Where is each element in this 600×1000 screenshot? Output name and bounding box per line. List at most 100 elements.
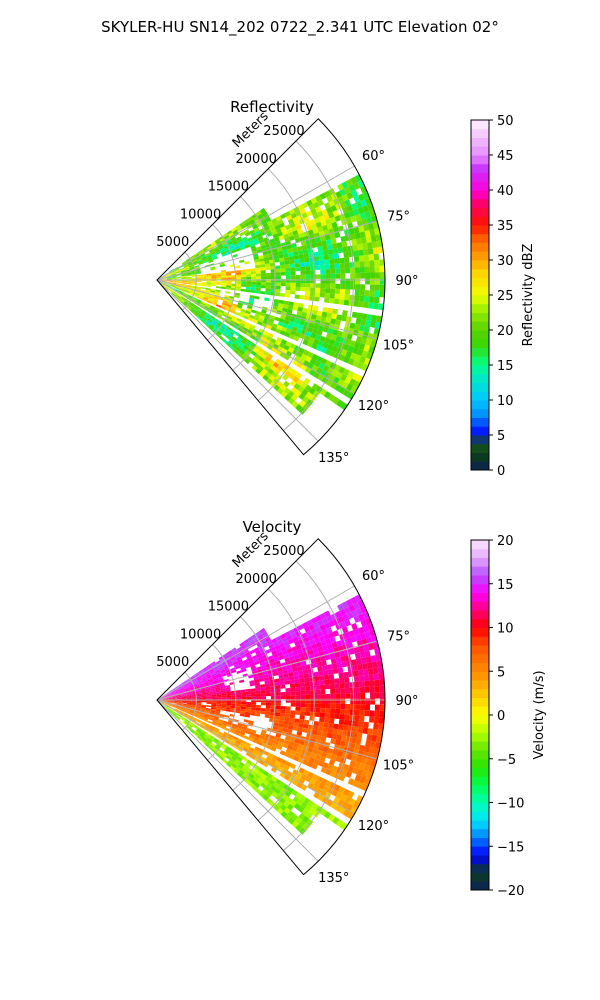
- range-ring: [232, 616, 276, 791]
- colorbar-band: [471, 872, 489, 882]
- colorbar-tick-label: 10: [497, 622, 514, 637]
- colorbar-band: [471, 356, 489, 366]
- range-tick-label: 5000: [156, 235, 189, 250]
- colorbar-band: [471, 592, 489, 602]
- azimuth-gridline: [156, 699, 355, 815]
- colorbar-tick-label: 0: [497, 709, 505, 724]
- colorbar-tick-label: 15: [497, 578, 514, 593]
- azimuth-gridline: [156, 699, 319, 862]
- azimuth-gridline: [156, 279, 319, 442]
- azimuth-tick-label: 60°: [362, 149, 385, 164]
- colorbar-band: [471, 338, 489, 348]
- colorbar-band: [471, 706, 489, 716]
- colorbar-band: [471, 303, 489, 313]
- azimuth-gridline: [156, 585, 355, 701]
- colorbar-band: [471, 225, 489, 235]
- colorbar-band: [471, 435, 489, 445]
- colorbar-band: [471, 295, 489, 305]
- colorbar-band: [471, 146, 489, 156]
- azimuth-gridline: [156, 279, 355, 395]
- colorbar-band: [471, 855, 489, 865]
- colorbar-band: [471, 750, 489, 760]
- colorbar-band: [471, 785, 489, 795]
- velocity-field: [157, 594, 385, 835]
- colorbar-band: [471, 680, 489, 690]
- azimuth-gridline: [156, 165, 355, 281]
- range-ring: [181, 671, 197, 731]
- colorbar-tick-label: 30: [497, 254, 514, 269]
- colorbar-band: [471, 767, 489, 777]
- range-ring: [181, 251, 197, 311]
- colorbar-band: [471, 557, 489, 567]
- colorbar-band: [471, 233, 489, 243]
- colorbar-band: [471, 330, 489, 340]
- colorbar-band: [471, 312, 489, 322]
- colorbar-band: [471, 128, 489, 138]
- colorbar-band: [471, 242, 489, 252]
- colorbar-band: [471, 137, 489, 147]
- azimuth-gridline: [156, 640, 378, 701]
- colorbar-band: [471, 653, 489, 663]
- range-ring: [283, 140, 355, 431]
- colorbar-label: Reflectivity dBZ: [521, 244, 536, 347]
- colorbar-band: [471, 662, 489, 672]
- colorbar-tick-label: −15: [497, 840, 524, 855]
- azimuth-tick-label: 120°: [358, 399, 389, 414]
- azimuth-tick-label: 105°: [383, 339, 414, 354]
- range-ring: [207, 224, 237, 341]
- colorbar-band: [471, 863, 489, 873]
- azimuth-gridline: [156, 699, 378, 760]
- polar-frame: [156, 538, 386, 876]
- colorbar-band: [471, 347, 489, 357]
- azimuth-tick-label: 75°: [387, 209, 410, 224]
- colorbar-band: [471, 452, 489, 462]
- range-ring: [257, 168, 315, 401]
- colorbar-band: [471, 802, 489, 812]
- colorbar-band: [471, 601, 489, 611]
- colorbar-band: [471, 268, 489, 278]
- colorbar-band: [471, 181, 489, 191]
- colorbar-band: [471, 723, 489, 733]
- reflectivity-echo-field: [157, 174, 385, 415]
- colorbar-tick-label: 50: [497, 114, 514, 129]
- colorbar-tick-label: −5: [497, 753, 516, 768]
- colorbar-band: [471, 190, 489, 200]
- colorbar-band: [471, 172, 489, 182]
- colorbar-band: [471, 566, 489, 576]
- colorbar-band: [471, 198, 489, 208]
- colorbar-tick-label: −10: [497, 797, 524, 812]
- colorbar-tick-label: 5: [497, 665, 505, 680]
- colorbar-band: [471, 548, 489, 558]
- colorbar-band: [471, 732, 489, 742]
- colorbar-band: [471, 881, 489, 891]
- azimuth-tick-label: 120°: [358, 819, 389, 834]
- colorbar-tick-label: 40: [497, 184, 514, 199]
- colorbar-band: [471, 443, 489, 453]
- colorbar-band: [471, 120, 489, 130]
- azimuth-tick-label: 135°: [318, 451, 349, 466]
- colorbar-tick-label: 20: [497, 324, 514, 339]
- azimuth-tick-label: 135°: [318, 871, 349, 886]
- colorbar-band: [471, 627, 489, 637]
- colorbar-band: [471, 741, 489, 751]
- colorbar-band: [471, 155, 489, 165]
- azimuth-tick-label: 90°: [395, 694, 418, 709]
- azimuth-gridline: [156, 220, 378, 281]
- colorbar-tick-label: 45: [497, 149, 514, 164]
- colorbar-band: [471, 776, 489, 786]
- colorbar-band: [471, 365, 489, 375]
- colorbar-band: [471, 260, 489, 270]
- colorbar-band: [471, 671, 489, 681]
- azimuth-tick-label: 105°: [383, 759, 414, 774]
- colorbar-tick-label: 5: [497, 429, 505, 444]
- colorbar-band: [471, 286, 489, 296]
- azimuth-tick-label: 60°: [362, 569, 385, 584]
- colorbar-tick-label: 15: [497, 359, 514, 374]
- range-tick-label: 15000: [208, 180, 249, 195]
- colorbar-band: [471, 400, 489, 410]
- colorbar-band: [471, 688, 489, 698]
- colorbar-band: [471, 820, 489, 830]
- colorbar-tick-label: 10: [497, 394, 514, 409]
- colorbar-band: [471, 540, 489, 550]
